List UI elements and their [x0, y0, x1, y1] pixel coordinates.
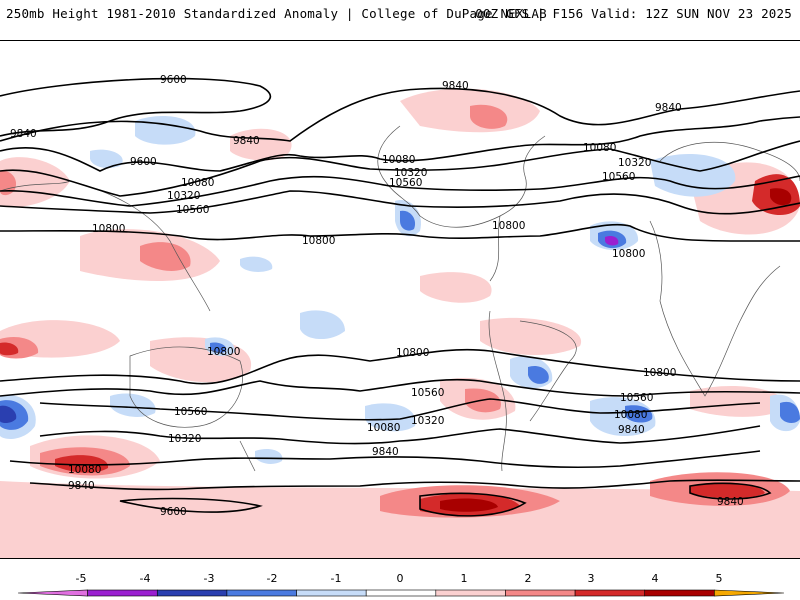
- svg-text:10560: 10560: [174, 406, 207, 418]
- svg-text:10800: 10800: [92, 223, 125, 235]
- colorbar-tick: -5: [76, 572, 87, 585]
- colorbar-tick: -3: [204, 572, 215, 585]
- colorbar-tick: 4: [652, 572, 659, 585]
- svg-text:9840: 9840: [442, 80, 469, 92]
- svg-text:10080: 10080: [367, 422, 400, 434]
- colorbar-swatch: [156, 589, 228, 597]
- colorbar-swatch: [505, 589, 576, 597]
- svg-text:9600: 9600: [160, 506, 187, 518]
- svg-text:10800: 10800: [396, 347, 429, 359]
- anomaly-shading: [0, 88, 800, 558]
- svg-text:10320: 10320: [394, 167, 427, 179]
- colorbar-legend: -5 -4 -3 -2 -1 0 1 2 3 4 5: [17, 572, 785, 597]
- colorbar-swatch: [714, 589, 785, 597]
- colorbar-tick: 1: [461, 572, 468, 585]
- colorbar-swatches: [17, 589, 785, 597]
- svg-text:10560: 10560: [602, 171, 635, 183]
- svg-text:10320: 10320: [618, 157, 651, 169]
- anomaly-map: 9600 9600 9600 9840 9840 9840 9840 9840 …: [0, 40, 800, 559]
- colorbar-swatch: [644, 589, 715, 597]
- svg-text:10560: 10560: [389, 177, 422, 189]
- svg-text:10800: 10800: [612, 248, 645, 260]
- svg-text:9840: 9840: [717, 496, 744, 508]
- svg-text:9840: 9840: [372, 446, 399, 458]
- colorbar-tick: 3: [588, 572, 595, 585]
- colorbar-swatch: [87, 589, 158, 597]
- colorbar-tick: 2: [525, 572, 532, 585]
- svg-text:9600: 9600: [130, 156, 157, 168]
- colorbar-tick: 5: [716, 572, 723, 585]
- colorbar-swatch: [365, 589, 437, 597]
- colorbar-tick: -1: [331, 572, 342, 585]
- svg-text:10560: 10560: [620, 392, 653, 404]
- svg-text:10080: 10080: [583, 142, 616, 154]
- svg-text:9840: 9840: [10, 128, 37, 140]
- svg-text:9840: 9840: [68, 480, 95, 492]
- colorbar-swatch: [435, 589, 506, 597]
- svg-text:10560: 10560: [176, 204, 209, 216]
- svg-text:10080: 10080: [614, 409, 647, 421]
- height-contours: [0, 77, 800, 517]
- svg-text:10800: 10800: [643, 367, 676, 379]
- svg-text:10800: 10800: [302, 235, 335, 247]
- svg-text:10800: 10800: [207, 346, 240, 358]
- map-title: 250mb Height 1981-2010 Standardized Anom…: [6, 6, 547, 21]
- svg-text:9840: 9840: [618, 424, 645, 436]
- colorbar-tick: -4: [140, 572, 151, 585]
- svg-text:10320: 10320: [168, 433, 201, 445]
- colorbar-swatch: [17, 589, 88, 597]
- svg-text:10080: 10080: [181, 177, 214, 189]
- colorbar-swatch: [574, 589, 646, 597]
- colorbar-swatch: [296, 589, 367, 597]
- contour-labels: 9600 9600 9600 9840 9840 9840 9840 9840 …: [10, 74, 744, 518]
- svg-text:10080: 10080: [68, 464, 101, 476]
- svg-text:9840: 9840: [233, 135, 260, 147]
- colorbar-swatch: [226, 589, 297, 597]
- colorbar-tick: 0: [397, 572, 404, 585]
- svg-text:10080: 10080: [382, 154, 415, 166]
- svg-text:10320: 10320: [167, 190, 200, 202]
- svg-text:9600: 9600: [160, 74, 187, 86]
- svg-text:10320: 10320: [411, 415, 444, 427]
- model-run-info: 00Z GFS | F156 Valid: 12Z SUN NOV 23 202…: [475, 6, 792, 21]
- svg-text:10800: 10800: [492, 220, 525, 232]
- svg-text:10560: 10560: [411, 387, 444, 399]
- colorbar-tick: -2: [267, 572, 278, 585]
- svg-text:9840: 9840: [655, 102, 682, 114]
